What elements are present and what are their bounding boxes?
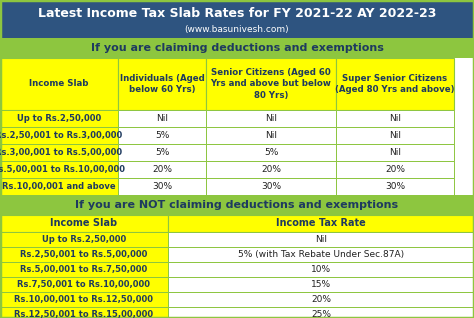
Bar bbox=[118, 110, 206, 127]
Bar bbox=[168, 215, 474, 232]
Text: If you are NOT claiming deductions and exemptions: If you are NOT claiming deductions and e… bbox=[75, 200, 399, 210]
Text: Nil: Nil bbox=[265, 131, 277, 140]
Bar bbox=[118, 58, 206, 110]
Bar bbox=[206, 110, 336, 127]
Text: 5%: 5% bbox=[155, 131, 169, 140]
Bar bbox=[206, 144, 336, 161]
Text: 5% (with Tax Rebate Under Sec.87A): 5% (with Tax Rebate Under Sec.87A) bbox=[238, 250, 404, 259]
Text: Nil: Nil bbox=[156, 114, 168, 123]
Bar bbox=[336, 144, 454, 161]
Text: Rs.2,50,001 to Rs.5,00,000: Rs.2,50,001 to Rs.5,00,000 bbox=[20, 250, 148, 259]
Text: 30%: 30% bbox=[385, 182, 405, 191]
Text: 30%: 30% bbox=[152, 182, 172, 191]
Text: Senior Citizens (Aged 60
Yrs and above but below
80 Yrs): Senior Citizens (Aged 60 Yrs and above b… bbox=[210, 68, 331, 100]
Bar bbox=[168, 262, 474, 277]
Bar bbox=[206, 178, 336, 195]
Text: 10%: 10% bbox=[311, 265, 331, 274]
Bar bbox=[118, 144, 206, 161]
Bar bbox=[0, 58, 118, 110]
Text: Rs.5,00,001 to Rs.7,50,000: Rs.5,00,001 to Rs.7,50,000 bbox=[20, 265, 147, 274]
Text: Nil: Nil bbox=[315, 235, 327, 244]
Text: 20%: 20% bbox=[261, 165, 281, 174]
Bar bbox=[0, 110, 118, 127]
Bar bbox=[206, 127, 336, 144]
Text: Up to Rs.2,50,000: Up to Rs.2,50,000 bbox=[42, 235, 126, 244]
Bar bbox=[0, 215, 168, 232]
Text: Nil: Nil bbox=[265, 114, 277, 123]
Text: Rs.12,50,001 to Rs.15,00,000: Rs.12,50,001 to Rs.15,00,000 bbox=[14, 310, 154, 318]
Bar bbox=[0, 38, 474, 58]
Text: 20%: 20% bbox=[152, 165, 172, 174]
Bar bbox=[336, 58, 454, 110]
Text: 30%: 30% bbox=[261, 182, 281, 191]
Text: 5%: 5% bbox=[264, 148, 278, 157]
Bar bbox=[336, 161, 454, 178]
Text: Nil: Nil bbox=[389, 148, 401, 157]
Text: Latest Income Tax Slab Rates for FY 2021-22 AY 2022-23: Latest Income Tax Slab Rates for FY 2021… bbox=[38, 7, 436, 20]
Text: 25%: 25% bbox=[311, 310, 331, 318]
Text: Income Slab: Income Slab bbox=[29, 80, 89, 88]
Text: Nil: Nil bbox=[389, 131, 401, 140]
Bar bbox=[168, 247, 474, 262]
Text: 20%: 20% bbox=[311, 295, 331, 304]
Bar bbox=[118, 127, 206, 144]
Bar bbox=[0, 144, 118, 161]
Bar bbox=[168, 307, 474, 318]
Text: Individuals (Aged
below 60 Yrs): Individuals (Aged below 60 Yrs) bbox=[119, 74, 204, 94]
Text: If you are claiming deductions and exemptions: If you are claiming deductions and exemp… bbox=[91, 43, 383, 53]
Bar bbox=[336, 110, 454, 127]
Bar bbox=[0, 262, 168, 277]
Bar bbox=[0, 178, 118, 195]
Text: Rs.3,00,001 to Rs.5,00,000: Rs.3,00,001 to Rs.5,00,000 bbox=[0, 148, 123, 157]
Text: Rs.2,50,001 to Rs.3,00,000: Rs.2,50,001 to Rs.3,00,000 bbox=[0, 131, 123, 140]
Bar bbox=[0, 292, 168, 307]
Bar bbox=[0, 307, 168, 318]
Bar bbox=[0, 277, 168, 292]
Bar bbox=[206, 161, 336, 178]
Text: Super Senior Citizens
(Aged 80 Yrs and above): Super Senior Citizens (Aged 80 Yrs and a… bbox=[335, 74, 455, 94]
Bar bbox=[336, 127, 454, 144]
Bar bbox=[0, 247, 168, 262]
Bar bbox=[206, 58, 336, 110]
Bar bbox=[168, 292, 474, 307]
Text: Up to Rs.2,50,000: Up to Rs.2,50,000 bbox=[17, 114, 101, 123]
Bar bbox=[0, 0, 474, 38]
Text: Rs.7,50,001 to Rs.10,00,000: Rs.7,50,001 to Rs.10,00,000 bbox=[18, 280, 151, 289]
Text: (www.basunivesh.com): (www.basunivesh.com) bbox=[185, 25, 289, 34]
Bar bbox=[336, 178, 454, 195]
Text: 20%: 20% bbox=[385, 165, 405, 174]
Text: Income Slab: Income Slab bbox=[50, 218, 118, 229]
Text: Nil: Nil bbox=[389, 114, 401, 123]
Bar bbox=[0, 232, 168, 247]
Text: Rs.5,00,001 to Rs.10,00,000: Rs.5,00,001 to Rs.10,00,000 bbox=[0, 165, 126, 174]
Bar bbox=[0, 161, 118, 178]
Text: Rs.10,00,001 to Rs.12,50,000: Rs.10,00,001 to Rs.12,50,000 bbox=[15, 295, 154, 304]
Text: 15%: 15% bbox=[311, 280, 331, 289]
Bar bbox=[0, 127, 118, 144]
Bar bbox=[168, 232, 474, 247]
Text: 5%: 5% bbox=[155, 148, 169, 157]
Bar bbox=[168, 277, 474, 292]
Text: Income Tax Rate: Income Tax Rate bbox=[276, 218, 366, 229]
Bar bbox=[118, 178, 206, 195]
Bar bbox=[0, 195, 474, 215]
Bar bbox=[118, 161, 206, 178]
Text: Rs.10,00,001 and above: Rs.10,00,001 and above bbox=[2, 182, 116, 191]
